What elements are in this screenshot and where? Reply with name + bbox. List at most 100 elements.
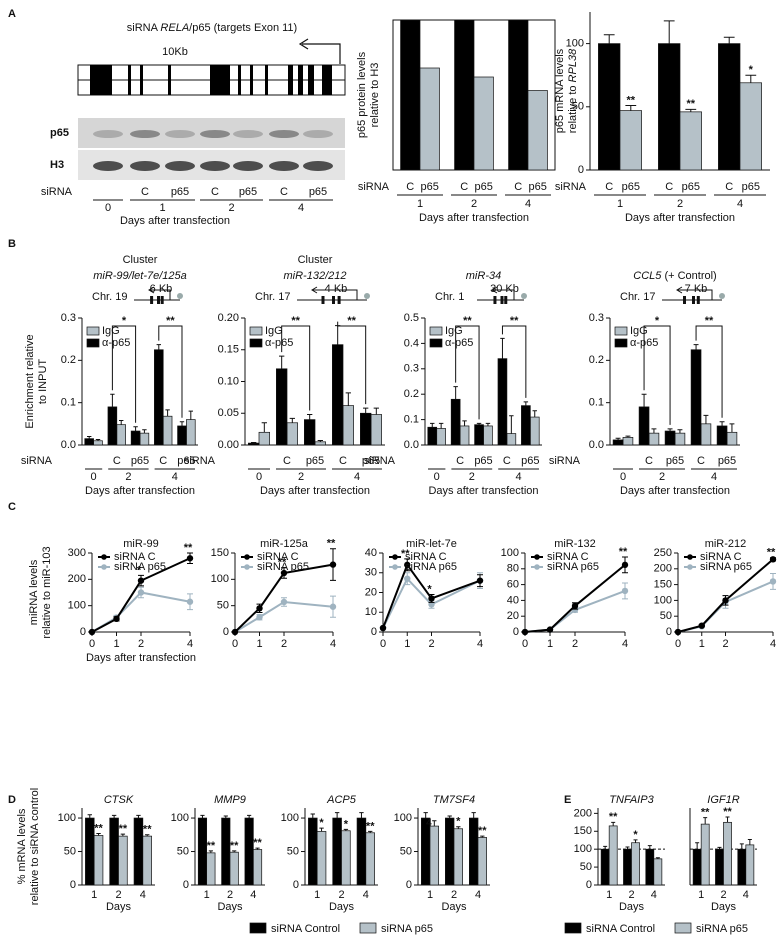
point [621, 561, 629, 569]
day-label: 4 [354, 471, 360, 483]
locus-arrow [491, 286, 515, 300]
point [379, 624, 387, 632]
bar-label: p65 [742, 181, 760, 193]
legend-label: siRNA C [700, 551, 742, 563]
sirna-label: C [697, 455, 705, 467]
size-label: 30 Kb [490, 283, 519, 295]
exon [298, 65, 303, 95]
scale-label: 10Kb [162, 46, 188, 58]
error-bar [111, 814, 117, 819]
error-bar [747, 839, 752, 845]
chart-title: miR-132 [554, 538, 596, 550]
gel-band [269, 161, 299, 171]
x-axis-label: Days after transfection [260, 485, 370, 497]
bar-label: C [665, 181, 673, 193]
error-bar [133, 426, 138, 432]
chart-title: CTSK [104, 794, 134, 806]
bar [622, 437, 634, 446]
x-axis-label: Days after transfection [428, 485, 538, 497]
bracket [455, 325, 480, 420]
error-bar [703, 414, 709, 424]
locus-marker [719, 293, 725, 299]
x-tick-label: 1 [606, 889, 612, 901]
bar [477, 837, 487, 886]
y-tick-label: 0.15 [218, 344, 239, 356]
sirna-label: C [503, 455, 511, 467]
panel-letter: B [8, 238, 16, 250]
bar [107, 406, 118, 446]
bar [692, 848, 702, 886]
bar [739, 82, 762, 171]
locus-exon [332, 296, 335, 304]
bar [645, 848, 655, 886]
sirna-label: p65 [718, 455, 736, 467]
y-tick-label: 150 [654, 579, 672, 591]
bar [342, 405, 354, 446]
legend-swatch [359, 922, 377, 934]
x-tick-label: 2 [720, 889, 726, 901]
gel-band [93, 130, 123, 138]
bar [229, 851, 239, 886]
error-bar [359, 812, 364, 819]
y-tick-label: 50 [287, 845, 299, 857]
significance-label: ** [705, 315, 714, 327]
locus-exon [683, 296, 686, 304]
bar [527, 90, 548, 171]
y-tick-label: 200 [574, 807, 592, 819]
legend-label: IgG [630, 325, 648, 337]
error-bar [485, 422, 491, 426]
point [769, 578, 777, 585]
y-tick-label: 250 [654, 547, 672, 559]
error-bar [739, 843, 744, 850]
x-tick-label: 2 [428, 638, 434, 650]
y-tick-label: 100 [574, 843, 592, 855]
bar [723, 821, 732, 886]
error-bar [119, 419, 124, 425]
error-bar [729, 423, 735, 433]
point [476, 577, 484, 584]
chart-title: miR-34 [466, 270, 501, 282]
y-tick-label: 50 [660, 610, 672, 622]
chart-title: Cluster [298, 254, 333, 266]
point [329, 603, 337, 610]
y-tick-label: 0.20 [218, 312, 239, 324]
bar [130, 430, 141, 446]
day-label: 0 [620, 471, 626, 483]
size-label: 6 Kb [150, 283, 173, 295]
significance-label: * [319, 817, 324, 829]
locus-exon [321, 296, 325, 304]
x-tick-label: 2 [115, 889, 121, 901]
bar [248, 442, 260, 446]
exon [288, 65, 293, 95]
error-bar [255, 847, 260, 850]
point [404, 561, 411, 569]
day-label: 0 [105, 202, 111, 214]
significance-label: ** [687, 98, 696, 110]
error-bar [279, 355, 285, 369]
x-tick-label: 4 [622, 638, 628, 650]
bracket [643, 325, 671, 425]
significance-label: ** [478, 825, 487, 837]
bar-label: p65 [421, 181, 439, 193]
error-bar [717, 846, 722, 850]
error-bar [317, 440, 323, 442]
y-axis-label: p65 protein levels [356, 51, 368, 138]
gel-band [233, 130, 263, 138]
legend-label: siRNA Control [271, 923, 340, 935]
error-bar [625, 435, 631, 438]
error-bar [500, 337, 505, 359]
gel-band [165, 130, 195, 138]
x-tick-label: 2 [281, 638, 287, 650]
significance-label: ** [253, 837, 262, 849]
significance-label: ** [347, 315, 356, 327]
gene-title: siRNA RELA/p65 (targets Exon 11) [127, 22, 297, 34]
x-tick-label: 4 [363, 889, 369, 901]
x-tick-label: 2 [227, 889, 233, 901]
legend-label: siRNA p65 [257, 561, 309, 573]
day-label: 2 [471, 198, 477, 210]
line [677, 558, 774, 633]
significance-label: ** [230, 840, 239, 852]
y-tick-label: 0 [586, 879, 592, 891]
error-bar [476, 422, 482, 425]
y-tick-label: 50 [580, 861, 592, 873]
